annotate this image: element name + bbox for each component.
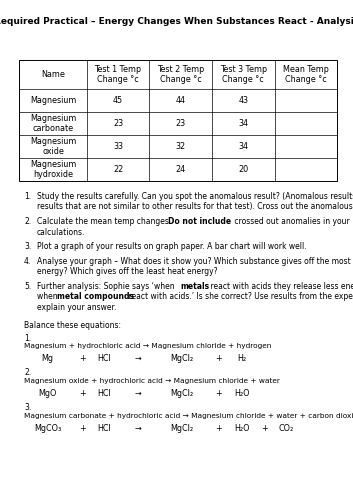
Text: 44: 44 (176, 96, 186, 105)
Text: →: → (134, 354, 141, 363)
Text: Magnesium
oxide: Magnesium oxide (30, 137, 76, 156)
Text: Magnesium + hydrochloric acid → Magnesium chloride + hydrogen: Magnesium + hydrochloric acid → Magnesiu… (24, 343, 271, 349)
Text: Analyse your graph – What does it show you? Which substance gives off the most h: Analyse your graph – What does it show y… (37, 256, 353, 266)
Text: Plot a graph of your results on graph paper. A bar chart will work well.: Plot a graph of your results on graph pa… (37, 242, 307, 251)
Text: metals: metals (180, 282, 209, 290)
Text: Test 1 Temp
Change °c: Test 1 Temp Change °c (95, 65, 142, 84)
Text: MgO: MgO (38, 389, 57, 398)
Text: 2.: 2. (24, 217, 31, 226)
Text: 24: 24 (175, 165, 186, 174)
Text: +: + (262, 424, 268, 433)
Text: 33: 33 (113, 142, 123, 151)
Text: Study the results carefully. Can you spot the anomalous result? (Anomalous resul: Study the results carefully. Can you spo… (37, 192, 353, 201)
Text: 23: 23 (175, 119, 186, 128)
Text: 45: 45 (113, 96, 123, 105)
Text: MgCl₂: MgCl₂ (170, 389, 193, 398)
Text: energy? Which gives off the least heat energy?: energy? Which gives off the least heat e… (37, 267, 218, 276)
Text: +: + (216, 354, 222, 363)
Text: +: + (216, 424, 222, 433)
Text: →: → (134, 424, 141, 433)
Text: react with acids they release less energy than: react with acids they release less energ… (208, 282, 353, 290)
Text: 32: 32 (175, 142, 186, 151)
Text: 5.: 5. (24, 282, 31, 290)
Text: 4.: 4. (24, 256, 31, 266)
Text: Mean Temp
Change °c: Mean Temp Change °c (283, 65, 329, 84)
Text: H₂: H₂ (237, 354, 246, 363)
Text: Magnesium
carbonate: Magnesium carbonate (30, 114, 76, 133)
Text: Further analysis: Sophie says ‘when: Further analysis: Sophie says ‘when (37, 282, 177, 290)
Text: Required Practical – Energy Changes When Substances React - Analysis: Required Practical – Energy Changes When… (0, 18, 353, 26)
Text: Magnesium
hydroxide: Magnesium hydroxide (30, 160, 76, 179)
Text: 3.: 3. (24, 404, 31, 412)
Text: Test 3 Temp
Change °c: Test 3 Temp Change °c (220, 65, 267, 84)
Bar (19, 60, 337, 181)
Text: Magnesium oxide + hydrochloric acid → Magnesium chloride + water: Magnesium oxide + hydrochloric acid → Ma… (24, 378, 280, 384)
Text: Calculate the mean temp changes.: Calculate the mean temp changes. (37, 217, 174, 226)
Text: 23: 23 (113, 119, 123, 128)
Text: HCl: HCl (97, 389, 111, 398)
Text: H₂O: H₂O (234, 389, 250, 398)
Text: +: + (80, 424, 86, 433)
Text: explain your answer.: explain your answer. (37, 302, 116, 312)
Text: 3.: 3. (24, 242, 31, 251)
Text: Magnesium: Magnesium (30, 96, 76, 105)
Text: CO₂: CO₂ (278, 424, 294, 433)
Text: 43: 43 (238, 96, 248, 105)
Text: crossed out anomalies in your: crossed out anomalies in your (232, 217, 350, 226)
Text: 22: 22 (113, 165, 123, 174)
Text: H₂O: H₂O (234, 424, 250, 433)
Text: +: + (80, 389, 86, 398)
Text: Magnesium carbonate + hydrochloric acid → Magnesium chloride + water + carbon di: Magnesium carbonate + hydrochloric acid … (24, 413, 353, 419)
Text: +: + (216, 389, 222, 398)
Text: MgCl₂: MgCl₂ (170, 354, 193, 363)
Text: calculations.: calculations. (37, 228, 85, 236)
Text: 2.: 2. (24, 368, 31, 378)
Text: →: → (134, 389, 141, 398)
Text: +: + (80, 354, 86, 363)
Text: 1.: 1. (24, 334, 31, 342)
Text: HCl: HCl (97, 354, 111, 363)
Text: MgCl₂: MgCl₂ (170, 424, 193, 433)
Text: MgCO₃: MgCO₃ (34, 424, 61, 433)
Text: when: when (37, 292, 60, 301)
Text: Name: Name (41, 70, 65, 79)
Text: Do not include: Do not include (168, 217, 231, 226)
Text: HCl: HCl (97, 424, 111, 433)
Text: react with acids.’ Is she correct? Use results from the experiment to: react with acids.’ Is she correct? Use r… (126, 292, 353, 301)
Text: 34: 34 (238, 142, 248, 151)
Text: metal compounds: metal compounds (57, 292, 134, 301)
Text: 34: 34 (238, 119, 248, 128)
Text: Test 2 Temp
Change °c: Test 2 Temp Change °c (157, 65, 204, 84)
Text: Mg: Mg (42, 354, 54, 363)
Text: 20: 20 (238, 165, 248, 174)
Text: 1.: 1. (24, 192, 31, 201)
Text: results that are not similar to other results for that test). Cross out the anom: results that are not similar to other re… (37, 202, 353, 211)
Text: Balance these equations:: Balance these equations: (24, 321, 121, 330)
